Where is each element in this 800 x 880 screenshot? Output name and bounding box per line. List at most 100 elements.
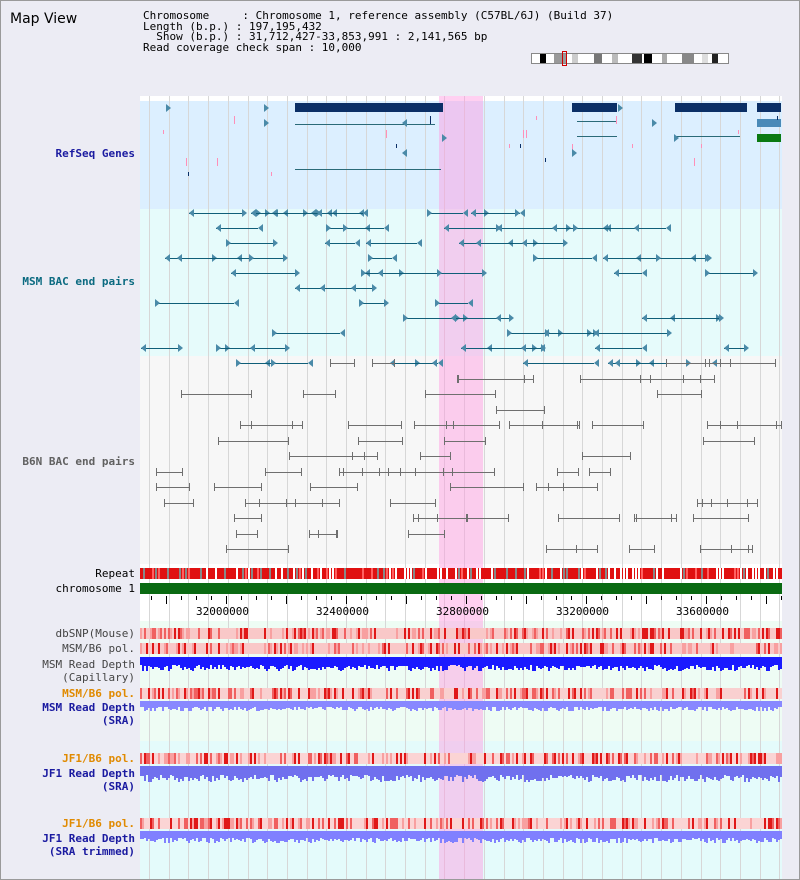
depth-bar — [648, 831, 650, 839]
depth-bar — [180, 766, 182, 779]
depth-bar — [528, 766, 530, 782]
repeat-cell — [260, 568, 262, 579]
msm-bac-end — [226, 239, 231, 247]
depth-bar — [742, 701, 744, 709]
refseq-exon — [271, 172, 272, 176]
heat-cell — [548, 643, 550, 654]
depth-bar — [162, 701, 164, 711]
b6n-bac-pair — [330, 363, 354, 364]
heat-cell — [412, 643, 414, 654]
depth-bar — [420, 831, 422, 840]
repeat-cell — [638, 568, 640, 579]
msm-bac-end — [285, 344, 290, 352]
depth-bar — [514, 766, 516, 779]
repeat-cell — [524, 568, 526, 579]
track-label-msm-read-depth-sra[interactable]: MSM Read Depth (SRA) — [5, 701, 135, 727]
track-label-jf1-b6-pol-2[interactable]: JF1/B6 pol. — [62, 817, 135, 830]
depth-bar — [346, 766, 348, 778]
heat-cell — [240, 688, 242, 699]
depth-bar — [268, 657, 270, 669]
ideogram-position-marker[interactable] — [562, 51, 567, 66]
depth-bar — [378, 657, 380, 669]
heat-cell — [532, 753, 534, 764]
depth-bar — [458, 701, 460, 710]
depth-bar — [286, 831, 288, 842]
heat-cell — [534, 688, 536, 699]
depth-bar — [394, 766, 396, 781]
track-label-b6n-bac[interactable]: B6N BAC end pairs — [22, 455, 135, 468]
heat-cell — [610, 818, 612, 829]
heat-cell — [728, 818, 730, 829]
depth-bar — [470, 701, 472, 708]
depth-bar — [410, 657, 412, 671]
repeat-cell — [302, 568, 304, 579]
b6n-bac-pair — [546, 549, 597, 550]
depth-bar — [606, 766, 608, 778]
heat-cell — [308, 753, 310, 764]
repeat-cell — [425, 568, 427, 579]
heat-cell — [606, 753, 608, 764]
label-line: (SRA trimmed) — [48, 845, 135, 858]
msm-bac-pair — [231, 273, 295, 274]
depth-bar — [472, 657, 474, 670]
depth-bar — [550, 766, 552, 775]
depth-bar — [624, 831, 626, 838]
axis-tick — [331, 596, 332, 600]
depth-bar — [164, 831, 166, 843]
track-label-jf1-read-depth-sra[interactable]: JF1 Read Depth (SRA) — [5, 767, 135, 793]
depth-bar — [354, 766, 356, 776]
depth-bar — [590, 657, 592, 668]
depth-bar — [260, 657, 262, 665]
track-label-refseq-genes[interactable]: RefSeq Genes — [55, 147, 135, 160]
depth-bar — [428, 701, 430, 708]
depth-bar — [604, 657, 606, 669]
heat-cell — [166, 753, 168, 764]
track-label-jf1-read-depth-trim[interactable]: JF1 Read Depth (SRA trimmed) — [5, 832, 135, 858]
depth-bar — [458, 657, 460, 665]
heat-cell — [734, 818, 736, 829]
depth-bar — [418, 701, 420, 708]
depth-bar — [242, 701, 244, 710]
msm-bac-pair — [603, 258, 656, 259]
depth-bar — [540, 701, 542, 711]
ideogram-band — [612, 54, 618, 63]
heat-cell — [206, 818, 208, 829]
msm-bac-end — [608, 359, 613, 367]
heat-cell — [590, 688, 592, 699]
depth-bar — [302, 766, 304, 780]
repeat-cell — [377, 568, 379, 579]
axis-label: 32800000 — [436, 605, 489, 618]
depth-bar — [690, 701, 692, 710]
genome-track-panel[interactable]: 32000000 32400000 32800000 33200000 33600000 — [140, 96, 782, 879]
depth-bar — [500, 657, 502, 670]
track-label-msm-bac[interactable]: MSM BAC end pairs — [22, 275, 135, 288]
chromosome-ideogram[interactable] — [531, 53, 729, 64]
msm-bac-end — [594, 329, 599, 337]
heat-cell — [600, 643, 602, 654]
depth-bar — [218, 766, 220, 780]
track-label-msm-b6-pol[interactable]: MSM/B6 pol. — [62, 642, 135, 655]
depth-bar — [678, 766, 680, 781]
depth-bar — [600, 831, 602, 840]
track-label-msm-read-depth-cap[interactable]: MSM Read Depth (Capillary) — [5, 658, 135, 684]
axis-tick — [481, 596, 482, 600]
depth-bar — [212, 766, 214, 776]
heat-cell — [596, 753, 598, 764]
depth-bar — [446, 766, 448, 776]
depth-bar — [698, 657, 700, 667]
track-label-jf1-b6-pol[interactable]: JF1/B6 pol. — [62, 752, 135, 765]
heat-cell — [332, 628, 334, 639]
depth-bar — [202, 657, 204, 667]
heat-cell — [174, 753, 176, 764]
heat-cell — [202, 688, 204, 699]
heat-cell — [684, 688, 686, 699]
track-label-msm-b6-pol-2[interactable]: MSM/B6 pol. — [62, 687, 135, 700]
b6n-bac-end — [536, 483, 537, 491]
depth-bar — [610, 831, 612, 839]
depth-bar — [196, 766, 198, 779]
depth-bar — [574, 657, 576, 670]
heat-cell — [518, 818, 520, 829]
depth-bar — [694, 831, 696, 839]
track-label-dbsnp[interactable]: dbSNP(Mouse) — [55, 627, 135, 640]
heat-cell — [428, 643, 430, 654]
